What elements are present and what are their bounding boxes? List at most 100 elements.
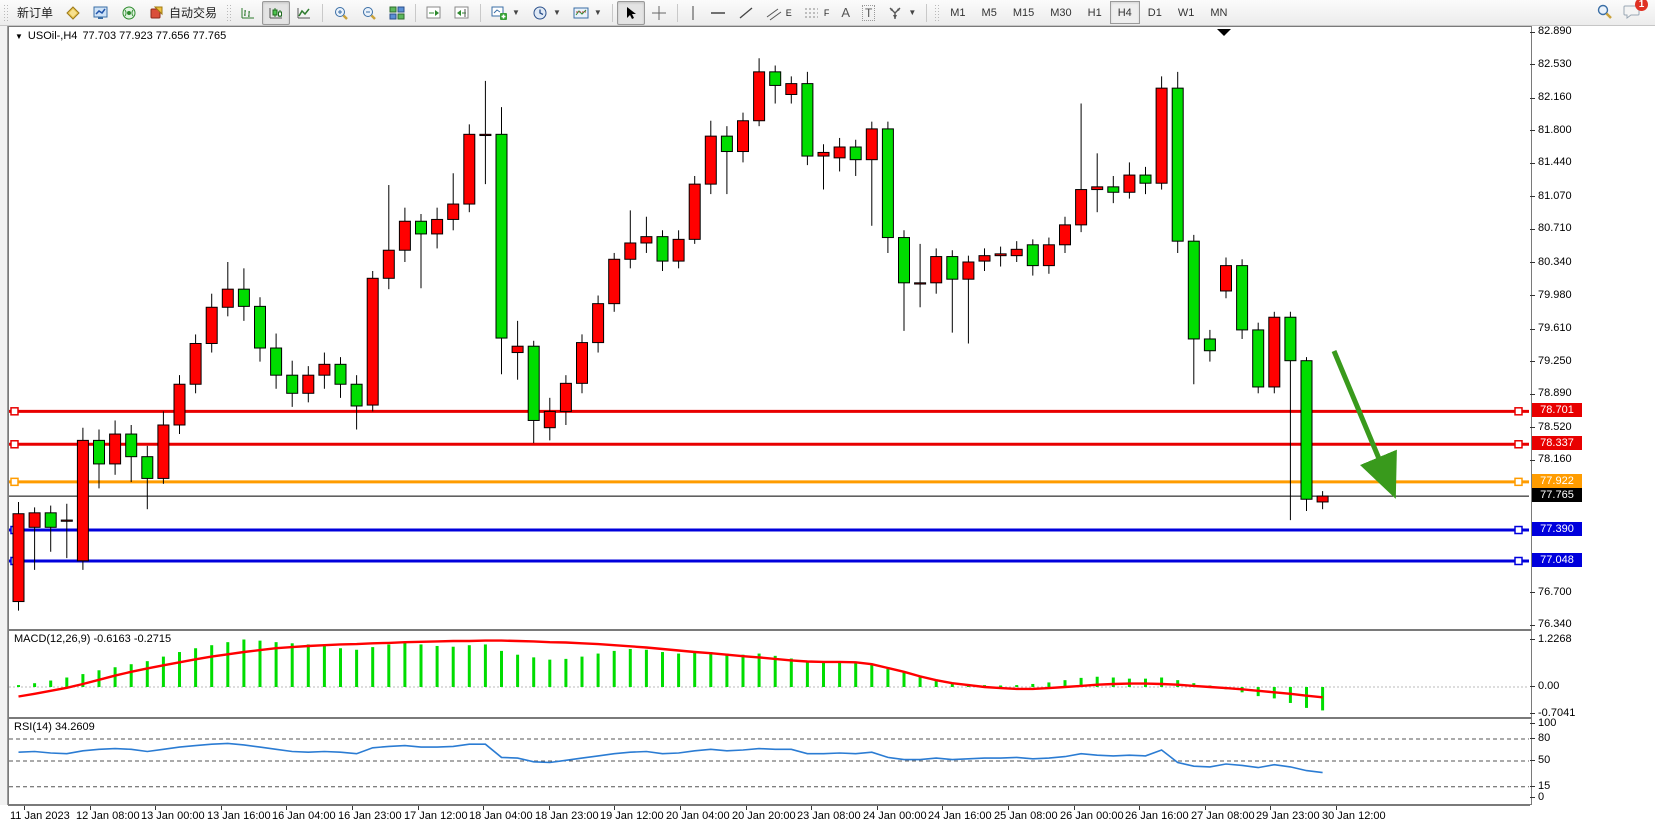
support-line-2-right-handle[interactable] — [1514, 556, 1523, 566]
candle-body — [1107, 186, 1120, 193]
candle-body — [511, 345, 524, 354]
time-tick-mark — [155, 806, 156, 810]
pivot-line-left-handle[interactable] — [10, 477, 19, 487]
zoom-out-button[interactable] — [355, 1, 383, 25]
timeframe-button-w1[interactable]: W1 — [1177, 6, 1195, 19]
price-tick-label: 80.710 — [1538, 222, 1572, 234]
time-tick-label: 26 Jan 16:00 — [1125, 810, 1189, 822]
candle-body — [125, 433, 138, 458]
price-tick-label: 81.440 — [1538, 156, 1572, 168]
price-tick-mark — [1530, 394, 1535, 395]
candle-body — [415, 220, 427, 235]
price-tick-mark — [1530, 592, 1535, 593]
symbol-dropdown-icon[interactable]: ▼ — [15, 31, 23, 41]
crosshair-button[interactable] — [645, 1, 673, 25]
line-chart-button[interactable] — [290, 1, 318, 25]
price-tick-label: 76.340 — [1538, 618, 1572, 630]
arrows-button[interactable]: ▼ — [881, 1, 922, 25]
candle-body — [237, 288, 250, 307]
price-tick-mark — [1530, 229, 1535, 230]
periods-button[interactable]: ▼ — [526, 1, 567, 25]
resistance-line-1-right-handle[interactable] — [1514, 407, 1523, 416]
pivot-line-right-handle[interactable] — [1514, 477, 1523, 487]
bar-chart-button[interactable] — [234, 1, 262, 25]
toolbar-grip[interactable] — [226, 3, 232, 22]
equidistant-channel-button[interactable]: E — [760, 1, 798, 25]
zoom-in-icon — [333, 5, 349, 21]
resistance-line-2-right-handle[interactable] — [1514, 440, 1523, 449]
signals-button[interactable] — [115, 1, 143, 25]
macd-pane[interactable]: MACD(12,26,9) -0.6163 -0.2715 — [8, 630, 1532, 718]
timeframe-button-m5[interactable]: M5 — [981, 6, 997, 19]
candlestick-chart[interactable] — [9, 27, 1529, 627]
down-arrow-annotation[interactable] — [1331, 350, 1397, 499]
candle-body — [865, 128, 878, 161]
rsi-chart — [9, 738, 1529, 788]
toolbar: 新订单 自动交易 — [0, 0, 1655, 26]
candle-body — [60, 519, 73, 522]
timeframe-button-h1[interactable]: H1 — [1087, 6, 1102, 19]
time-tick-mark — [1008, 806, 1009, 810]
timeframe-button-m30[interactable]: M30 — [1050, 6, 1072, 19]
text-label-button[interactable]: T — [856, 1, 881, 25]
time-tick-label: 19 Jan 12:00 — [600, 810, 664, 822]
templates-button[interactable]: ▼ — [567, 1, 608, 25]
resistance-line-1-left-handle[interactable] — [10, 407, 19, 416]
time-tick-mark — [877, 806, 878, 810]
search-icon[interactable] — [1596, 3, 1613, 23]
chat-button[interactable]: 1 — [1623, 0, 1648, 23]
new-order-label: 新订单 — [17, 6, 54, 20]
indicators-button[interactable]: ▼ — [485, 1, 526, 25]
candle-body — [173, 383, 186, 426]
chevron-down-icon: ▼ — [908, 8, 917, 17]
horizontal-line-button[interactable] — [704, 1, 732, 25]
main-chart-pane[interactable]: ▼ USOil-,H4 77.703 77.923 77.656 77.765 — [8, 26, 1532, 630]
candlestick-chart-button[interactable] — [262, 0, 291, 25]
zoom-in-button[interactable] — [327, 1, 355, 25]
candle-body — [640, 236, 653, 244]
support-line-1-right-handle[interactable] — [1514, 525, 1523, 535]
toolbar-grip[interactable] — [3, 3, 8, 22]
chart-shift-button[interactable] — [448, 1, 476, 25]
candle-body — [1236, 265, 1249, 331]
market-watch-button[interactable] — [59, 1, 87, 25]
timeframe-button-m15[interactable]: M15 — [1012, 6, 1035, 19]
resistance-line-2-left-handle[interactable] — [10, 440, 19, 449]
time-tick-label: 24 Jan 00:00 — [863, 810, 927, 822]
vertical-line-button[interactable] — [682, 1, 704, 25]
time-tick-label: 17 Jan 12:00 — [404, 810, 468, 822]
time-tick-mark — [1139, 806, 1140, 810]
tile-windows-button[interactable] — [383, 1, 411, 25]
rsi-pane[interactable]: RSI(14) 34.2609 — [8, 718, 1532, 805]
time-axis[interactable]: 11 Jan 2023 12 Jan 08:00 13 Jan 00:00 13 Ja… — [8, 805, 1530, 826]
terminal-button[interactable] — [87, 1, 115, 25]
timeframe-button-mn[interactable]: MN — [1210, 6, 1228, 19]
timeframe-button-d1[interactable]: D1 — [1147, 6, 1162, 19]
fibonacci-button[interactable]: F — [798, 1, 836, 25]
time-tick-label: 12 Jan 08:00 — [76, 810, 140, 822]
candle-body — [286, 374, 299, 394]
rsi-line — [18, 742, 1323, 774]
candle-body — [704, 135, 717, 185]
macd-label: MACD(12,26,9) -0.6163 -0.2715 — [14, 633, 172, 645]
time-tick-label: 25 Jan 08:00 — [994, 810, 1058, 822]
rsi-tick-label: 15 — [1538, 780, 1551, 792]
rsi-tick-mark — [1530, 797, 1535, 798]
price-axis[interactable]: 82.890 82.530 82.160 81.800 81.440 81.070 80.7… — [1530, 25, 1655, 805]
price-tick-mark — [1530, 329, 1535, 330]
candle-body — [398, 220, 411, 251]
timeframe-button-h4[interactable]: H4 — [1109, 1, 1140, 24]
timeframe-button-m1[interactable]: M1 — [950, 6, 966, 19]
trendline-button[interactable] — [732, 1, 760, 25]
text-button[interactable]: A — [835, 1, 856, 25]
candle-body — [447, 203, 460, 220]
toolbar-grip[interactable] — [934, 3, 940, 22]
macd-tick-mark — [1530, 686, 1535, 687]
auto-scroll-button[interactable] — [420, 1, 448, 25]
rsi-tick-mark — [1530, 723, 1535, 724]
auto-trading-button[interactable]: 自动交易 — [143, 1, 223, 25]
candle-body — [1091, 186, 1104, 191]
new-order-button[interactable]: 新订单 — [11, 1, 59, 25]
cursor-button[interactable] — [616, 0, 645, 25]
rsi-tick-label: 50 — [1538, 754, 1551, 766]
